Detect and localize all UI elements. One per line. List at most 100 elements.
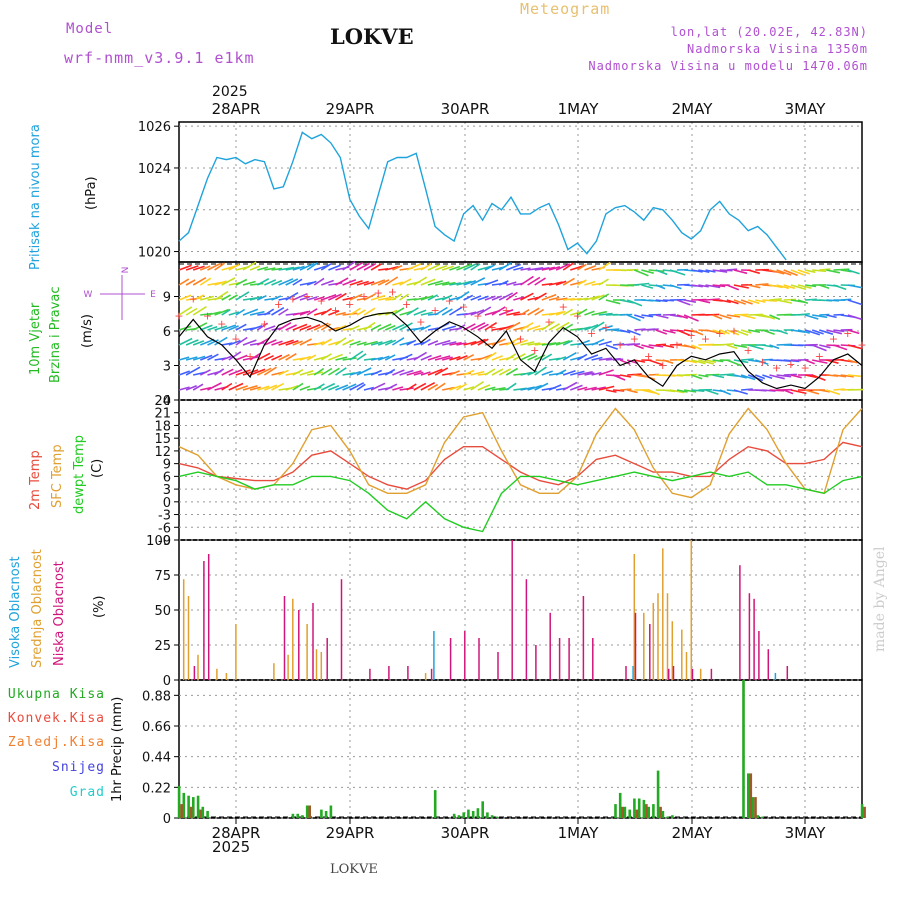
wind-arrow (705, 284, 721, 289)
wind-arrow (320, 382, 336, 391)
wind-arrow (399, 293, 410, 301)
wind-arrow (384, 368, 396, 376)
wind-arrow (263, 366, 277, 376)
wind-arrow (406, 383, 417, 391)
wind-arrow (847, 269, 860, 275)
wind-arrow (228, 263, 240, 271)
wind-arrow (271, 307, 285, 316)
wind-arrow (605, 299, 621, 305)
model-label: Model (66, 21, 114, 37)
wind-arrow (627, 389, 638, 394)
wind-arrow (441, 308, 453, 316)
precip-bar (751, 797, 755, 818)
wind-arrow (235, 336, 248, 346)
precip-bar (201, 806, 205, 818)
wind-arrow (491, 368, 504, 376)
precip-bar (623, 806, 627, 818)
wind-arrow (292, 323, 308, 331)
wind-arrow (420, 295, 434, 301)
wind-arrow (292, 293, 308, 301)
cloud-tick-label: 75 (154, 569, 171, 584)
wind-arrow (555, 356, 567, 361)
wind-arrow (399, 278, 412, 286)
wind-gust-marker: + (687, 329, 696, 342)
wind-arrow (498, 280, 509, 286)
wind-arrow (584, 372, 595, 376)
wind-arrow (320, 338, 333, 346)
temperature-tick-label: -6 (158, 521, 171, 536)
precip-tick-label: 0.44 (142, 751, 171, 766)
wind-arrow (427, 327, 439, 331)
wind-arrow (264, 384, 278, 391)
wind-gust-marker: + (843, 327, 852, 340)
wind-arrow (513, 339, 528, 346)
wind-arrow (320, 367, 333, 376)
cloud-label-3: Niska Oblacnost (52, 561, 67, 666)
wind-arrow (534, 277, 546, 286)
wind-arrow (427, 383, 439, 391)
wind-arrow (463, 369, 475, 376)
wind-gust-marker: + (473, 310, 482, 323)
wind-unit: (m/s) (80, 314, 95, 348)
wind-arrow (335, 337, 347, 346)
wind-arrow (335, 384, 349, 391)
wind-arrow (712, 329, 726, 335)
wind-arrow (527, 384, 543, 391)
wind-arrow (562, 351, 577, 361)
wind-gust-marker: + (815, 350, 824, 363)
wind-arrow (427, 355, 442, 361)
precip-bar (742, 680, 745, 818)
bottom-day-label: 3MAY (785, 824, 827, 842)
wind-arrow (555, 310, 566, 316)
wind-arrow (847, 374, 861, 378)
precip-bar (621, 806, 624, 818)
wind-arrow (520, 341, 535, 346)
temperature-tick-label: 18 (154, 419, 171, 434)
top-day-label: 2MAY (672, 100, 714, 118)
precip-bar (199, 809, 202, 818)
pressure-tick-label: 1022 (138, 204, 171, 219)
wind-arrow (498, 324, 515, 331)
wind-arrow (797, 329, 811, 334)
temperature-tick-label: 9 (163, 458, 171, 473)
wind-arrow (769, 269, 785, 275)
location-title: LOKVE (330, 24, 414, 49)
wind-arrow (306, 262, 319, 271)
wind-arrow (790, 269, 805, 276)
meteogram-title: Meteogram (520, 0, 611, 18)
wind-arrow (249, 386, 261, 391)
wind-arrow (313, 296, 325, 301)
wind-arrow (463, 386, 475, 391)
legend-total-precip: Ukupna Kisa (7, 687, 105, 702)
wind-arrow (420, 311, 433, 316)
wind-arrow (634, 282, 650, 286)
wind-arrow (783, 284, 796, 290)
wind-arrow (335, 277, 349, 286)
wind-arrow (456, 383, 468, 391)
precip-bar (192, 797, 195, 818)
wind-arrow (392, 264, 403, 271)
wind-tick-label: 3 (163, 360, 171, 375)
wind-arrow (463, 263, 477, 271)
wind-tick-label: 9 (163, 291, 171, 306)
wind-arrow (207, 262, 221, 271)
wind-gust-marker: + (573, 310, 582, 323)
wind-arrow (463, 311, 477, 316)
precip-bar (618, 792, 622, 818)
cloud-tick-label: 50 (154, 604, 171, 619)
wind-arrow (605, 344, 618, 350)
wind-arrow (811, 329, 824, 335)
precip-bar (187, 795, 190, 818)
wind-arrow (783, 373, 797, 376)
wind-gust-marker: + (715, 327, 724, 340)
wind-arrow (299, 355, 311, 361)
wind-gust-marker: + (658, 359, 667, 372)
wind-arrow (555, 297, 568, 301)
wind-arrow (434, 265, 448, 271)
wind-arrow (470, 263, 481, 271)
wind-arrow (470, 277, 486, 286)
wind-arrow (271, 279, 283, 286)
wind-arrow (228, 325, 239, 331)
wind-arrow (199, 369, 211, 376)
wind-arrow (278, 322, 292, 331)
